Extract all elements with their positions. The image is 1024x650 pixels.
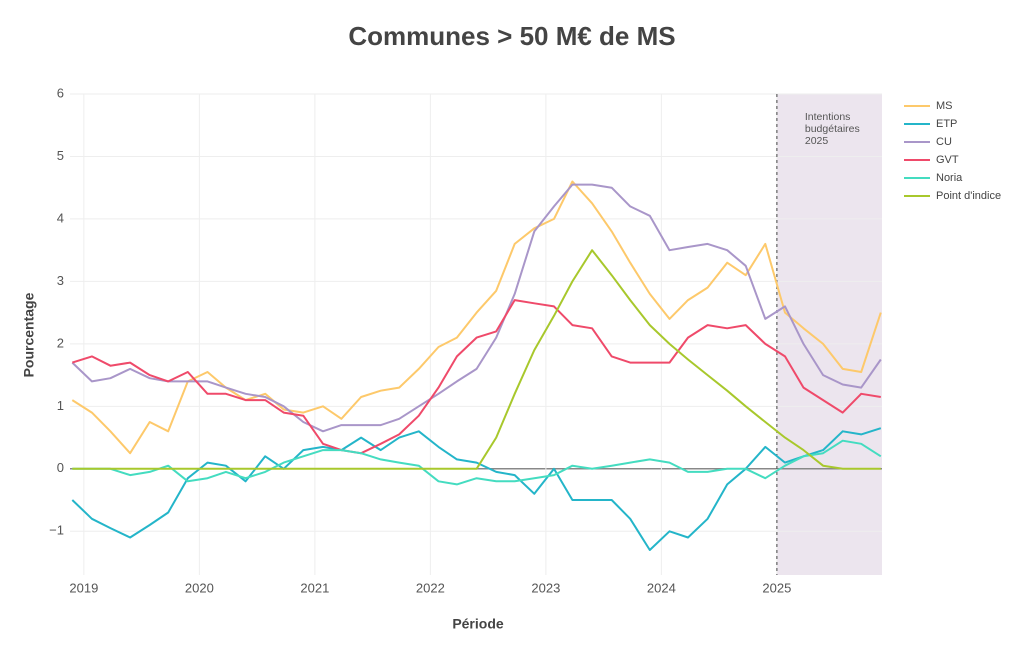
series-line — [71, 299, 881, 455]
legend-label: MS — [936, 100, 953, 112]
y-tick-label: 4 — [57, 210, 64, 225]
y-tick-label: 2 — [57, 335, 64, 350]
x-tick-label: 2020 — [185, 580, 214, 595]
annotation-text: Intentions — [805, 111, 851, 123]
y-tick-label: 0 — [57, 460, 64, 475]
y-tick-label: 3 — [57, 273, 64, 288]
y-tick-label: −1 — [49, 523, 64, 538]
x-tick-label: 2022 — [416, 580, 445, 595]
legend-label: CU — [936, 136, 952, 148]
series-line — [71, 183, 882, 433]
y-tick-label: 6 — [57, 85, 64, 100]
x-tick-label: 2024 — [647, 580, 676, 595]
x-tick-label: 2025 — [762, 580, 791, 595]
x-tick-label: 2019 — [69, 580, 98, 595]
x-axis-title: Période — [452, 616, 504, 632]
y-tick-label: 1 — [57, 398, 64, 413]
x-tick-label: 2023 — [531, 580, 560, 595]
y-axis-title: Pourcentage — [21, 292, 37, 377]
legend: MS ETP CU GVT Noria Point d'indice — [904, 100, 1001, 202]
series-line — [71, 180, 882, 455]
y-tick-label: 5 — [57, 148, 64, 163]
legend-label: Point d'indice — [936, 190, 1001, 202]
legend-label: GVT — [936, 154, 959, 166]
x-tick-label: 2021 — [300, 580, 329, 595]
annotation-text: budgétaires — [805, 123, 860, 135]
legend-label: ETP — [936, 118, 957, 130]
legend-label: Noria — [936, 172, 963, 184]
series-line — [72, 439, 882, 486]
series-line — [72, 249, 881, 470]
chart-title: Communes > 50 M€ de MS — [348, 21, 675, 51]
annotation-region — [776, 94, 882, 575]
annotation-text: 2025 — [805, 135, 829, 147]
